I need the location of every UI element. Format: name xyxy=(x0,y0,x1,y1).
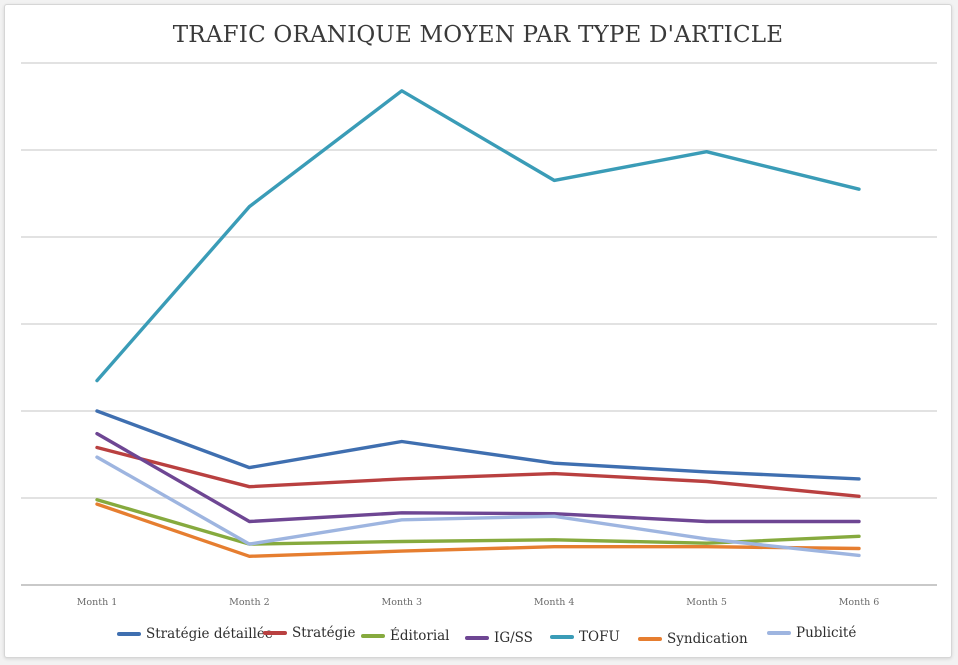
legend-item: Éditorial xyxy=(361,621,450,651)
legend-swatch xyxy=(117,632,141,636)
series-line xyxy=(95,502,861,558)
legend-swatch xyxy=(550,635,574,639)
legend-item: TOFU xyxy=(550,622,620,652)
legend-label: Stratégie xyxy=(292,625,356,641)
series-line xyxy=(95,409,861,481)
legend-label: IG/SS xyxy=(494,630,533,646)
chart-title: TRAFIC ORANIQUE MOYEN PAR TYPE D'ARTICLE xyxy=(172,22,784,48)
chart-legend: Stratégie détaillée Stratégie Éditorial IG/… xyxy=(5,621,951,651)
legend-item: Stratégie détaillée xyxy=(117,619,273,649)
x-tick-label: Month 3 xyxy=(382,597,423,608)
legend-item: Syndication xyxy=(638,624,748,654)
series-line xyxy=(95,431,861,524)
legend-swatch xyxy=(361,634,385,638)
x-tick-label: Month 1 xyxy=(77,597,118,608)
series-line xyxy=(95,89,861,383)
x-tick-label: Month 4 xyxy=(534,597,575,608)
line-chart: Month 1 Month 2 Month 3 Month 4 Month 5 Month… xyxy=(21,62,937,608)
legend-label: Syndication xyxy=(667,631,748,647)
legend-label: Publicité xyxy=(796,625,857,641)
legend-label: Stratégie détaillée xyxy=(146,626,273,642)
legend-swatch xyxy=(638,637,662,641)
series-line xyxy=(95,455,861,558)
series-line xyxy=(95,445,861,498)
legend-swatch xyxy=(465,636,489,640)
x-tick-label: Month 5 xyxy=(686,597,727,608)
chart-card: TRAFIC ORANIQUE MOYEN PAR TYPE D'ARTICLE… xyxy=(4,4,952,658)
x-tick-label: Month 6 xyxy=(839,597,880,608)
legend-label: Éditorial xyxy=(390,628,450,644)
legend-swatch xyxy=(263,631,287,635)
legend-label: TOFU xyxy=(579,629,620,645)
legend-item: Publicité xyxy=(767,618,856,648)
legend-item: Stratégie xyxy=(263,618,356,648)
x-tick-label: Month 2 xyxy=(229,597,270,608)
legend-item: IG/SS xyxy=(465,623,533,653)
legend-swatch xyxy=(767,631,791,635)
